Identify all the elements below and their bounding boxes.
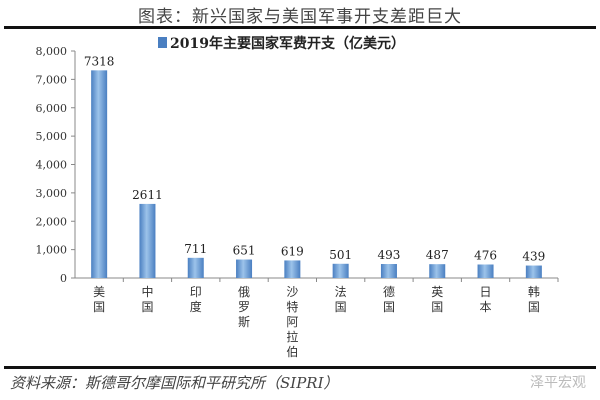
y-tick-label: 5,000 — [36, 130, 68, 143]
y-tick-label: 3,000 — [36, 187, 68, 200]
y-tick-label: 2,000 — [36, 215, 68, 228]
y-tick-label: 7,000 — [36, 73, 68, 86]
legend-label: 2019年主要国家军费开支（亿美元） — [170, 35, 405, 52]
x-tick-label: 国 — [431, 300, 443, 314]
x-tick-label: 本 — [480, 300, 492, 314]
bar-法国 — [332, 263, 349, 278]
x-tick-label: 沙 — [286, 285, 298, 299]
x-tick-label: 国 — [141, 300, 153, 314]
x-tick-label: 国 — [383, 300, 395, 314]
bar-德国 — [380, 264, 397, 278]
y-tick-label: 0 — [60, 272, 67, 285]
x-tick-label: 国 — [335, 300, 347, 314]
bar-中国 — [139, 203, 156, 278]
bar-俄罗斯 — [236, 259, 253, 278]
bar-韩国 — [525, 265, 542, 278]
y-tick-label: 6,000 — [36, 102, 68, 115]
source-note: 资料来源：斯德哥尔摩国际和平研究所（SIPRI） — [10, 374, 339, 392]
x-tick-label: 法 — [335, 285, 347, 299]
x-tick-label: 特 — [286, 299, 298, 314]
bar-沙特阿拉伯 — [284, 260, 301, 278]
x-tick-label: 伯 — [286, 344, 298, 359]
x-tick-label: 罗 — [238, 300, 250, 314]
x-tick-label: 德 — [383, 284, 395, 299]
bar-英国 — [429, 264, 446, 278]
x-tick-label: 度 — [190, 299, 202, 314]
data-label: 2611 — [132, 188, 163, 202]
x-tick-label: 斯 — [238, 315, 250, 329]
y-tick-label: 8,000 — [36, 45, 68, 58]
x-tick-label: 国 — [528, 300, 540, 314]
data-label: 501 — [329, 248, 352, 262]
legend-swatch — [158, 37, 167, 48]
bar-日本 — [477, 264, 494, 278]
x-tick-label: 拉 — [286, 329, 298, 344]
x-tick-label: 中 — [141, 284, 153, 299]
x-tick-label: 日 — [480, 285, 492, 299]
watermark: 泽平宏观 — [530, 375, 586, 391]
data-label: 711 — [184, 242, 207, 256]
data-label: 651 — [233, 244, 256, 258]
x-tick-label: 阿 — [286, 315, 298, 329]
top-rule — [4, 26, 596, 29]
figure-title: 图表：新兴国家与美国军事开支差距巨大 — [138, 7, 462, 27]
x-tick-label: 俄 — [238, 285, 250, 299]
x-tick-label: 美 — [93, 285, 105, 299]
x-tick-label: 韩 — [528, 284, 540, 299]
data-label: 439 — [522, 250, 545, 264]
bar-chart: 2019年主要国家军费开支（亿美元） 0 1,000 2,000 3,000 4,000… — [36, 35, 559, 359]
data-label: 487 — [426, 248, 449, 262]
x-tick-label: 印 — [190, 285, 202, 299]
data-label: 493 — [377, 248, 400, 262]
bottom-rule — [4, 366, 596, 369]
legend: 2019年主要国家军费开支（亿美元） — [158, 35, 405, 52]
data-label: 619 — [281, 244, 304, 258]
bar-印度 — [187, 257, 204, 278]
y-tick-label: 4,000 — [36, 159, 68, 172]
y-tick-label: 1,000 — [36, 244, 68, 257]
bar-美国 — [91, 70, 108, 279]
x-tick-label: 国 — [93, 300, 105, 314]
data-label: 476 — [474, 248, 497, 262]
data-label: 7318 — [84, 54, 115, 68]
x-tick-label: 英 — [431, 285, 443, 299]
